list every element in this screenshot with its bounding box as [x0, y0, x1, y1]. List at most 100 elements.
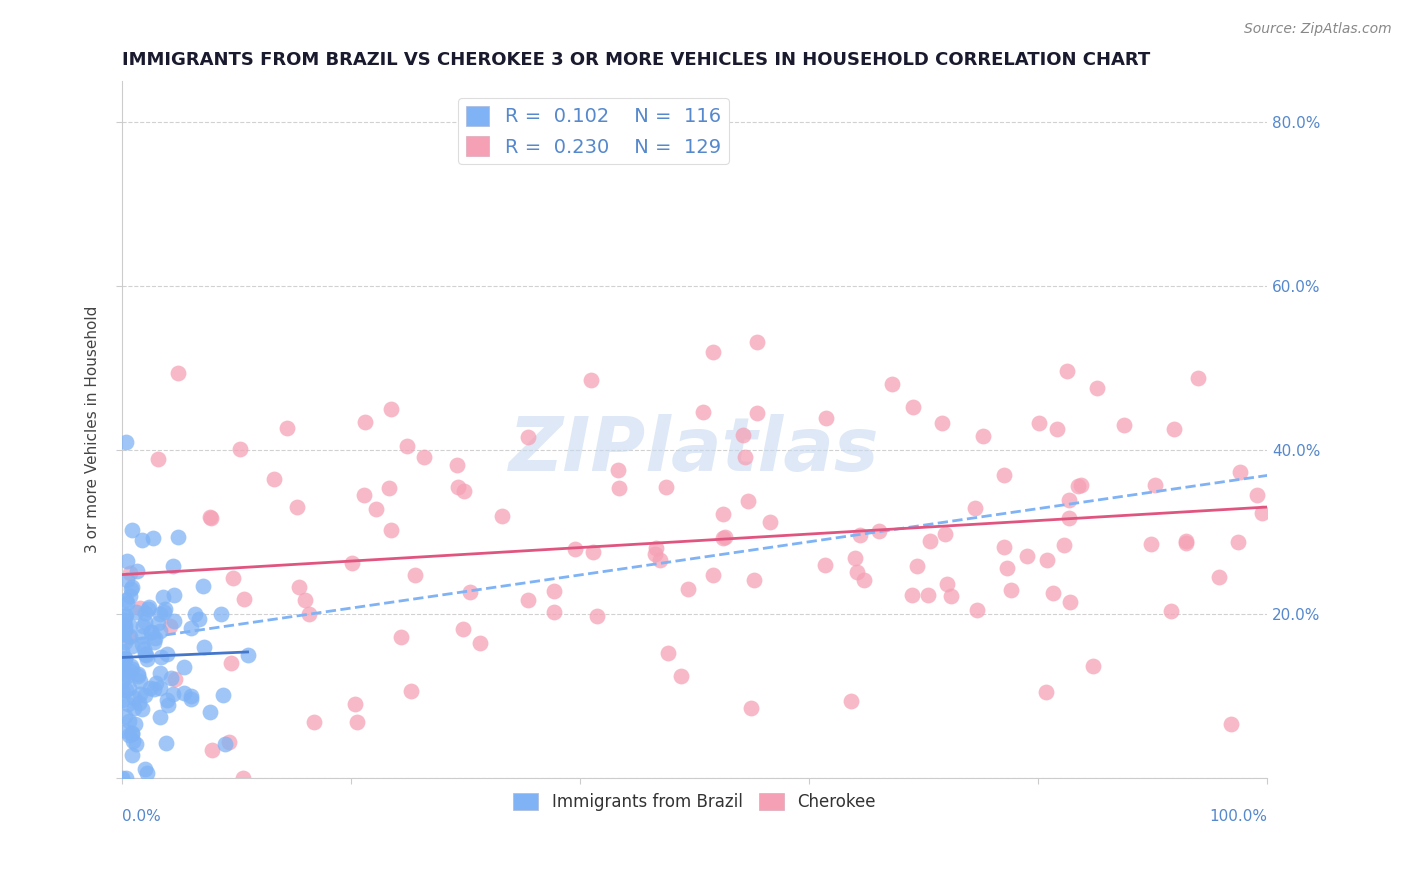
Point	[868, 524, 890, 538]
Point	[236, 648, 259, 662]
Point	[731, 427, 754, 442]
Point	[1208, 570, 1230, 584]
Point	[880, 376, 903, 391]
Point	[844, 550, 866, 565]
Point	[141, 624, 163, 639]
Point	[115, 724, 138, 739]
Point	[163, 588, 186, 602]
Point	[346, 715, 368, 730]
Point	[354, 415, 377, 429]
Point	[114, 617, 136, 632]
Point	[156, 647, 179, 661]
Point	[114, 709, 136, 723]
Point	[657, 646, 679, 660]
Point	[111, 655, 134, 669]
Point	[115, 573, 138, 587]
Point	[111, 657, 134, 672]
Point	[122, 700, 145, 714]
Point	[114, 434, 136, 449]
Point	[149, 665, 172, 680]
Point	[146, 452, 169, 467]
Point	[993, 468, 1015, 483]
Point	[1059, 595, 1081, 609]
Point	[112, 613, 135, 627]
Point	[931, 416, 953, 430]
Point	[517, 430, 540, 444]
Point	[149, 681, 172, 696]
Point	[294, 593, 316, 607]
Point	[413, 450, 436, 464]
Point	[173, 659, 195, 673]
Point	[586, 608, 609, 623]
Point	[193, 640, 215, 655]
Point	[645, 541, 668, 556]
Point	[285, 500, 308, 514]
Point	[377, 481, 399, 495]
Point	[198, 705, 221, 719]
Legend: Immigrants from Brazil, Cherokee: Immigrants from Brazil, Cherokee	[506, 787, 883, 818]
Point	[114, 651, 136, 665]
Point	[1035, 685, 1057, 699]
Point	[229, 442, 252, 456]
Point	[180, 620, 202, 634]
Point	[118, 630, 141, 644]
Point	[120, 658, 142, 673]
Point	[543, 605, 565, 619]
Point	[184, 607, 207, 622]
Point	[165, 672, 187, 686]
Point	[1000, 582, 1022, 597]
Point	[222, 571, 245, 585]
Point	[702, 345, 724, 359]
Point	[117, 698, 139, 712]
Point	[155, 736, 177, 750]
Point	[941, 589, 963, 603]
Point	[849, 527, 872, 541]
Point	[191, 578, 214, 592]
Point	[745, 406, 768, 420]
Point	[162, 559, 184, 574]
Point	[136, 652, 159, 666]
Point	[115, 608, 138, 623]
Point	[1046, 422, 1069, 436]
Point	[162, 687, 184, 701]
Point	[1083, 659, 1105, 673]
Point	[380, 524, 402, 538]
Point	[702, 568, 724, 582]
Point	[131, 629, 153, 643]
Point	[1070, 478, 1092, 492]
Point	[404, 568, 426, 582]
Point	[212, 688, 235, 702]
Point	[966, 603, 988, 617]
Point	[153, 602, 176, 616]
Point	[340, 556, 363, 570]
Point	[396, 439, 419, 453]
Point	[458, 584, 481, 599]
Point	[127, 564, 149, 578]
Point	[118, 681, 141, 695]
Point	[711, 531, 734, 545]
Point	[111, 644, 134, 658]
Point	[564, 541, 586, 556]
Point	[276, 421, 298, 435]
Point	[180, 690, 202, 704]
Point	[233, 591, 256, 606]
Point	[118, 619, 141, 633]
Point	[141, 531, 163, 545]
Point	[740, 701, 762, 715]
Point	[173, 686, 195, 700]
Point	[120, 589, 142, 603]
Point	[167, 530, 190, 544]
Point	[114, 635, 136, 649]
Point	[143, 635, 166, 649]
Point	[263, 472, 285, 486]
Point	[380, 401, 402, 416]
Point	[134, 762, 156, 776]
Point	[120, 629, 142, 643]
Point	[141, 625, 163, 640]
Point	[134, 647, 156, 661]
Point	[468, 636, 491, 650]
Point	[115, 683, 138, 698]
Point	[125, 606, 148, 620]
Point	[399, 684, 422, 698]
Point	[115, 669, 138, 683]
